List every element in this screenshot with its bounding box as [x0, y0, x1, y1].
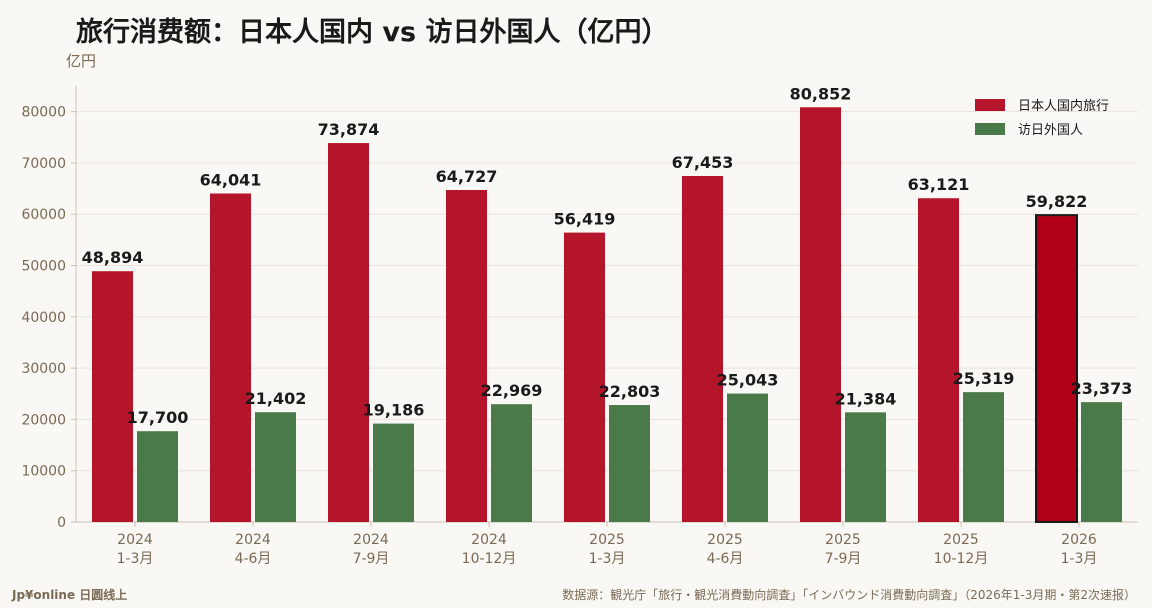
x-tick-label-year: 2025: [589, 532, 625, 548]
y-tick-label: 60000: [21, 207, 66, 223]
x-tick-label-period: 7-9月: [353, 551, 390, 567]
x-tick-label-year: 2025: [825, 532, 861, 548]
bar-domestic: [328, 143, 369, 523]
brand-footer: Jp¥online 日圆线上: [12, 588, 128, 602]
data-label: 21,384: [835, 389, 897, 408]
bar-domestic: [210, 193, 251, 523]
x-tick-label-year: 2025: [943, 532, 979, 548]
data-labels: 48,894 17,700 64,041 21,402 73,874 19,186 64,7…: [82, 84, 1133, 427]
bar-inbound: [963, 392, 1004, 522]
x-tick-label-year: 2025: [707, 532, 743, 548]
x-tick-label-period: 4-6月: [707, 551, 744, 567]
bar-inbound: [137, 431, 178, 522]
bar-inbound: [727, 393, 768, 522]
legend-swatch: [975, 123, 1005, 135]
x-tick-label-period: 4-6月: [235, 551, 272, 567]
data-label: 25,319: [953, 369, 1015, 388]
y-tick-label: 40000: [21, 310, 66, 326]
y-tick-label: 20000: [21, 412, 66, 428]
bar-domestic: [92, 271, 133, 522]
x-tick-label-period: 10-12月: [934, 551, 989, 567]
y-tick-label: 30000: [21, 361, 66, 377]
data-label: 56,419: [554, 210, 616, 229]
bar-inbound: [491, 404, 532, 522]
data-label: 48,894: [82, 248, 144, 267]
legend-label: 日本人国内旅行: [1018, 98, 1109, 114]
data-label: 63,121: [908, 175, 970, 194]
bar-inbound: [609, 405, 650, 522]
data-label: 64,727: [436, 167, 498, 186]
x-tick-label-period: 1-3月: [1061, 551, 1098, 567]
data-label: 59,822: [1026, 192, 1088, 211]
y-tick-label: 0: [57, 515, 66, 531]
x-tick-label-year: 2024: [353, 532, 389, 548]
bar-inbound: [845, 412, 886, 522]
x-tick-label-period: 1-3月: [589, 551, 626, 567]
data-label: 67,453: [672, 153, 734, 172]
bar-domestic: [918, 198, 959, 523]
y-tick-label: 80000: [21, 105, 66, 121]
y-tick-label: 50000: [21, 259, 66, 275]
data-label: 22,969: [481, 381, 543, 400]
data-label: 25,043: [717, 371, 779, 390]
bar-domestic: [1035, 214, 1078, 524]
bar-inbound: [373, 423, 414, 522]
data-label: 19,186: [363, 401, 425, 420]
x-tick-label-year: 2024: [117, 532, 153, 548]
x-tick-label-year: 2024: [471, 532, 507, 548]
bar-domestic: [800, 107, 841, 523]
data-label: 23,373: [1071, 379, 1133, 398]
y-tick-label: 10000: [21, 464, 66, 480]
bar-domestic: [564, 232, 605, 523]
data-label: 64,041: [200, 171, 262, 190]
x-tick-label-period: 1-3月: [117, 551, 154, 567]
bar-domestic: [682, 176, 723, 522]
source-footer: 数据源：観光庁「旅行・観光消費動向調査」「インバウンド消費動向調査」（2026年…: [562, 588, 1136, 602]
x-tick-label-period: 10-12月: [462, 551, 517, 567]
x-tick-label-year: 2026: [1061, 532, 1097, 548]
y-axis-label: 亿円: [66, 52, 97, 70]
data-label: 22,803: [599, 382, 661, 401]
chart-title: 旅行消费额：日本人国内 vs 访日外国人（亿円）: [76, 17, 669, 48]
x-tick-label-year: 2024: [235, 532, 271, 548]
x-tick-label-period: 7-9月: [825, 551, 862, 567]
data-label: 73,874: [318, 120, 380, 139]
legend-swatch: [975, 99, 1005, 111]
data-label: 17,700: [127, 408, 189, 427]
bar-chart: 0 10000 20000 30000 40000 50000 60000 70000 8000…: [21, 84, 1138, 567]
bar-inbound: [1081, 402, 1122, 522]
bars: [92, 107, 1122, 524]
gridlines: [76, 111, 1138, 472]
data-label: 80,852: [790, 84, 852, 103]
legend-label: 访日外国人: [1018, 123, 1083, 138]
data-label: 21,402: [245, 389, 307, 408]
axes: 0 10000 20000 30000 40000 50000 60000 70000 8000…: [21, 86, 1138, 567]
bar-inbound: [255, 412, 296, 522]
y-tick-label: 70000: [21, 156, 66, 172]
bar-domestic: [446, 189, 487, 522]
